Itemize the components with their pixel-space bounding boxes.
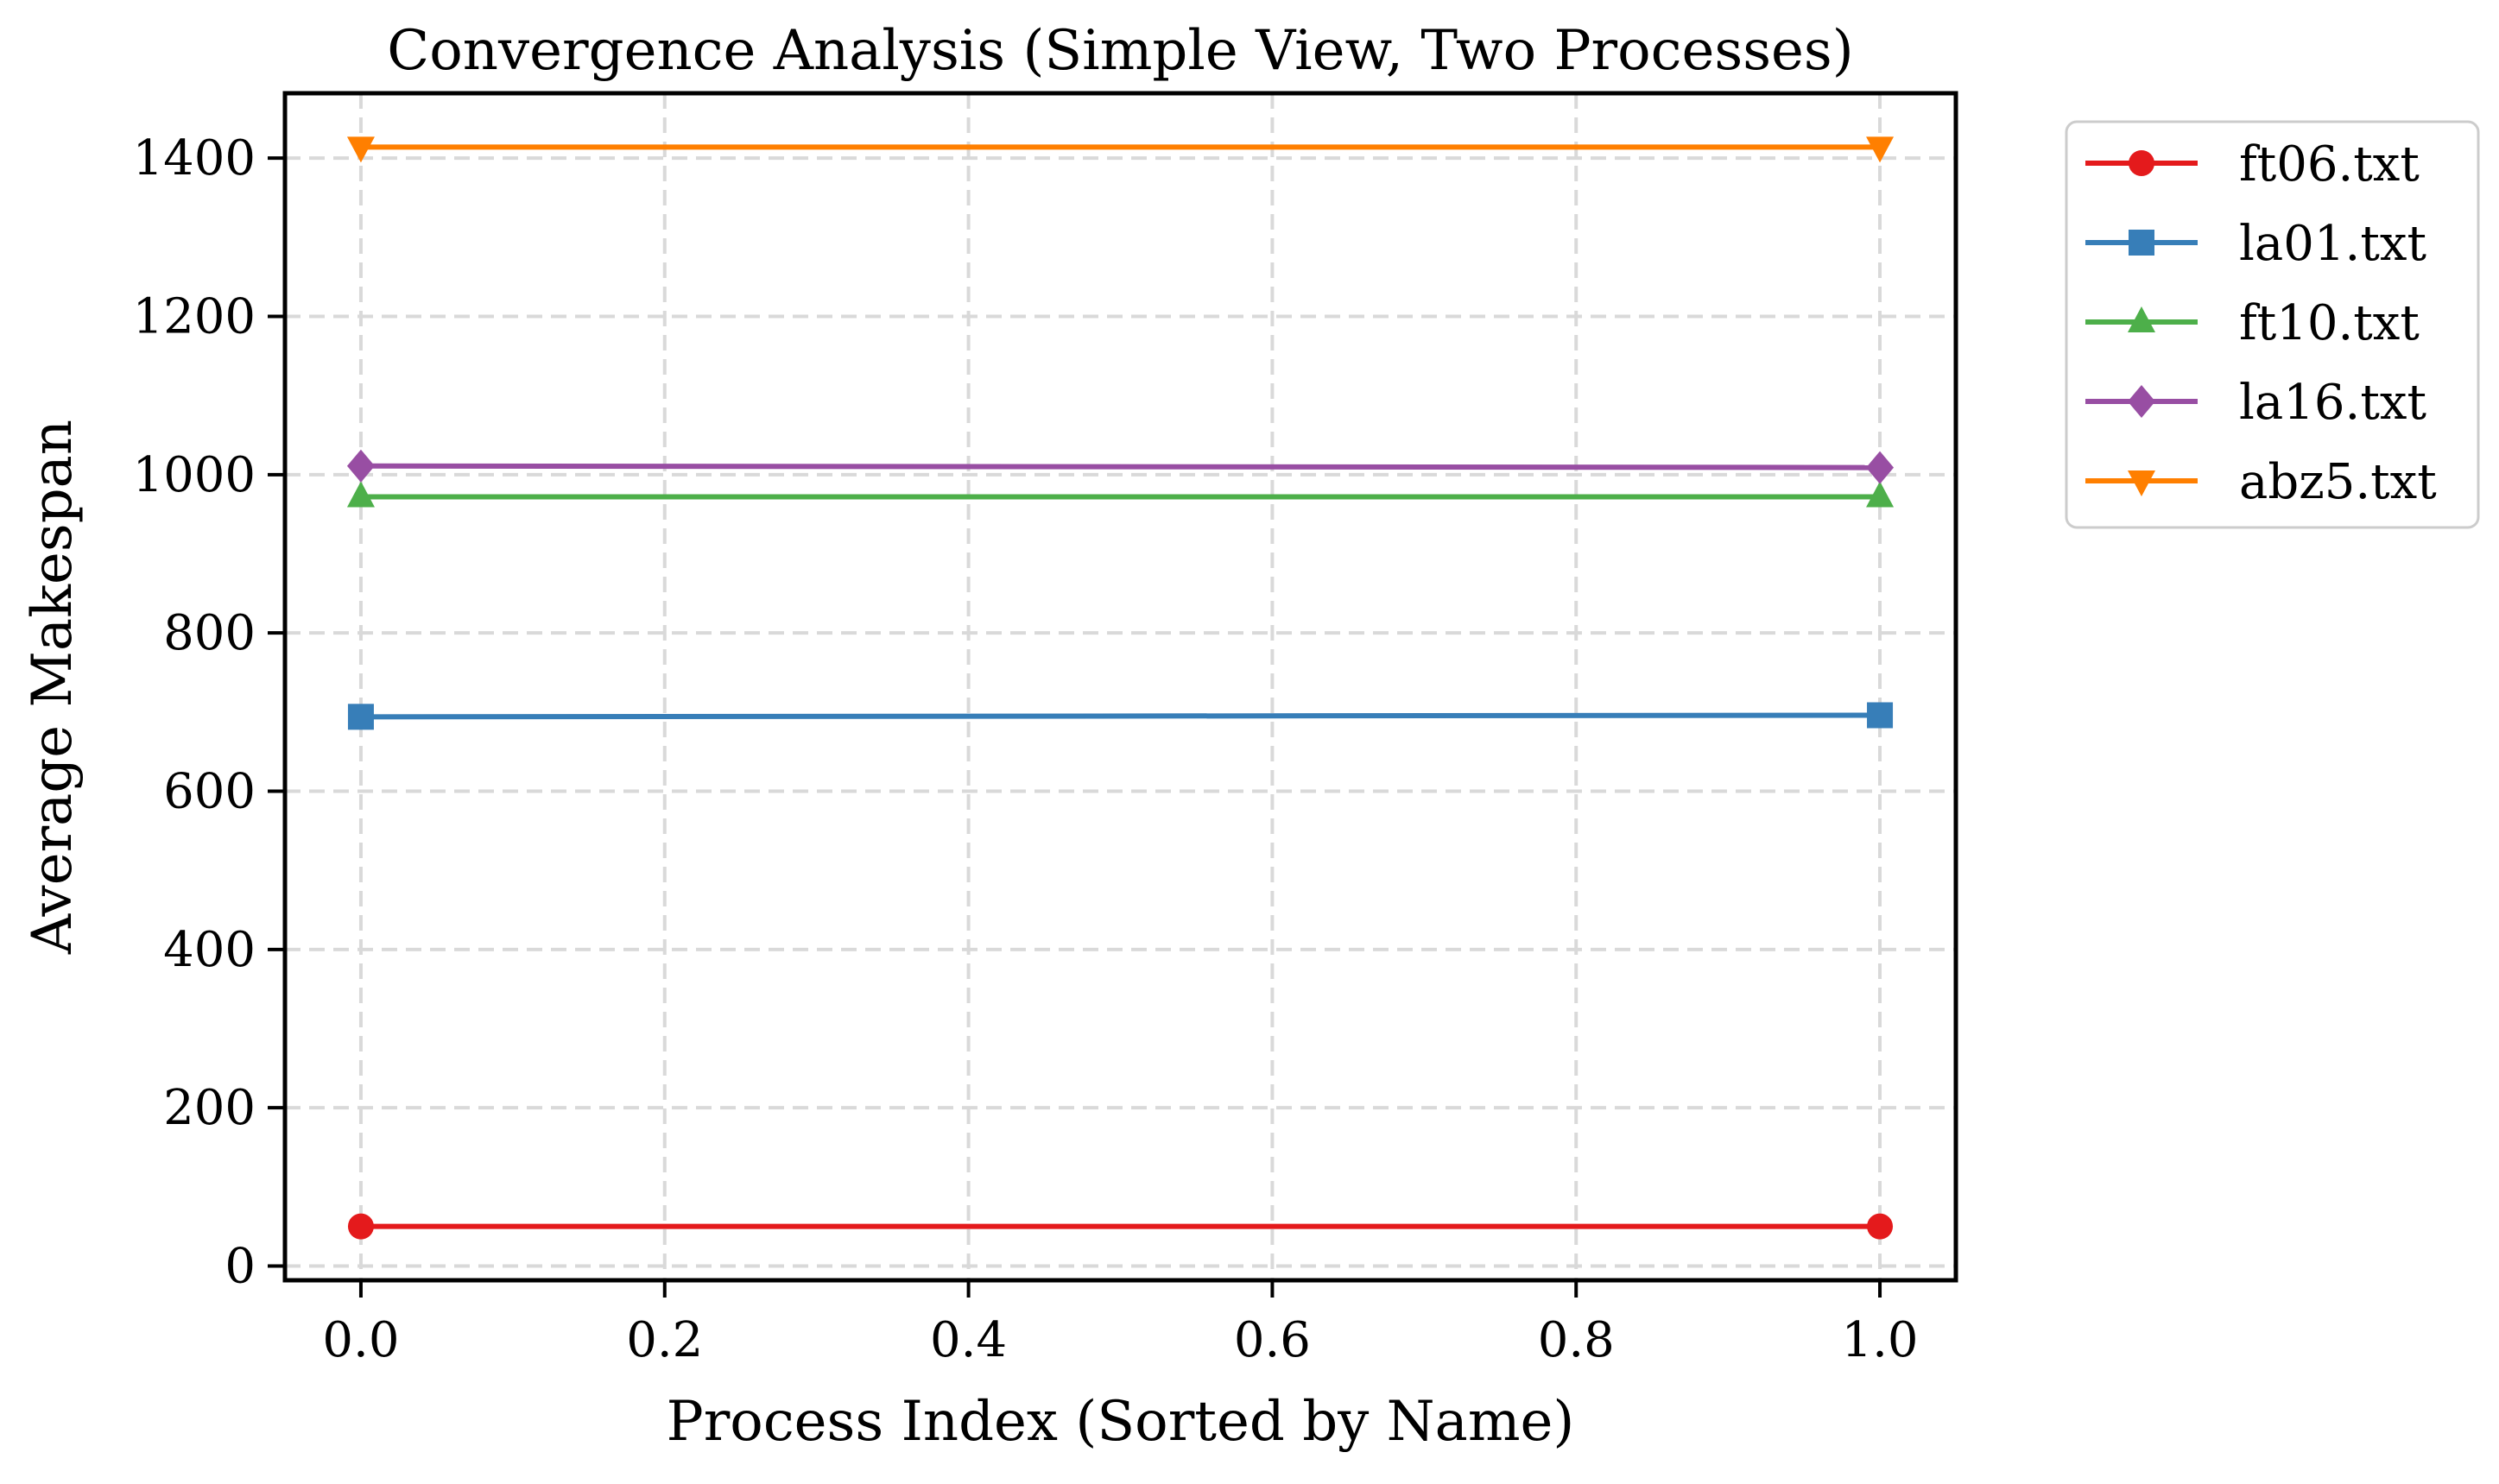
- data-point: [347, 1213, 374, 1240]
- y-tick-label: 200: [163, 1080, 256, 1136]
- y-tick-label: 1400: [132, 130, 256, 186]
- series-layer: [346, 136, 1895, 1240]
- data-point: [1867, 702, 1894, 729]
- legend-label: la01.txt: [2239, 216, 2426, 272]
- legend-marker: [2128, 306, 2155, 332]
- data-point: [1866, 481, 1895, 508]
- legend-label: ft06.txt: [2239, 136, 2420, 193]
- data-point: [1866, 451, 1895, 484]
- series-la16.txt: [346, 449, 1895, 484]
- data-point: [347, 704, 374, 730]
- legend-marker: [2129, 150, 2154, 176]
- legend-label: la16.txt: [2239, 375, 2426, 431]
- y-tick-label: 1000: [132, 447, 256, 503]
- legend-item: la01.txt: [2085, 216, 2426, 272]
- data-point: [346, 449, 375, 483]
- legend-marker: [2129, 230, 2154, 256]
- y-tick-label: 600: [163, 764, 256, 820]
- data-point: [346, 481, 375, 508]
- series-abz5.txt: [346, 136, 1895, 163]
- x-tick-label: 1.0: [1842, 1312, 1919, 1368]
- legend-marker: [2128, 385, 2155, 418]
- legend-box: [2065, 120, 2480, 529]
- x-tick-label: 0.4: [930, 1312, 1007, 1368]
- chart-title: Convergence Analysis (Simple View, Two P…: [387, 19, 1853, 83]
- legend-item: abz5.txt: [2085, 454, 2437, 510]
- legend-item: la16.txt: [2085, 375, 2426, 431]
- x-axis-label: Process Index (Sorted by Name): [667, 1390, 1575, 1454]
- legend: ft06.txt la01.txt ft10.txt la16.txt abz5.txt: [2065, 120, 2480, 529]
- x-tick-label: 0.8: [1538, 1312, 1615, 1368]
- data-point: [346, 136, 375, 163]
- x-tick-label: 0.6: [1234, 1312, 1311, 1368]
- y-tick-label: 400: [163, 922, 256, 978]
- x-axis-ticks: 0.0 0.2 0.4 0.6 0.8 1.0: [322, 1280, 1919, 1368]
- series-ft10.txt: [346, 481, 1895, 508]
- series-la01.txt: [347, 702, 1894, 730]
- grid-lines: [285, 93, 1956, 1280]
- y-axis-ticks: 0 200 400 600 800 1000 1200 1400: [132, 130, 285, 1295]
- y-tick-label: 0: [225, 1239, 256, 1295]
- series-line: [360, 712, 1881, 720]
- series-ft06.txt: [347, 1213, 1894, 1240]
- legend-item: ft10.txt: [2085, 295, 2420, 351]
- y-axis-label: Average Makespan: [21, 420, 85, 955]
- data-point: [1866, 136, 1895, 163]
- x-tick-label: 0.2: [626, 1312, 703, 1368]
- legend-label: ft10.txt: [2239, 295, 2420, 351]
- y-tick-label: 800: [163, 605, 256, 661]
- series-line: [360, 463, 1881, 470]
- legend-item: ft06.txt: [2085, 136, 2420, 193]
- legend-marker: [2128, 470, 2155, 496]
- y-tick-label: 1200: [132, 289, 256, 345]
- data-point: [1867, 1213, 1894, 1240]
- legend-label: abz5.txt: [2239, 454, 2437, 510]
- plot-frame: [282, 91, 1958, 1283]
- x-tick-label: 0.0: [322, 1312, 399, 1368]
